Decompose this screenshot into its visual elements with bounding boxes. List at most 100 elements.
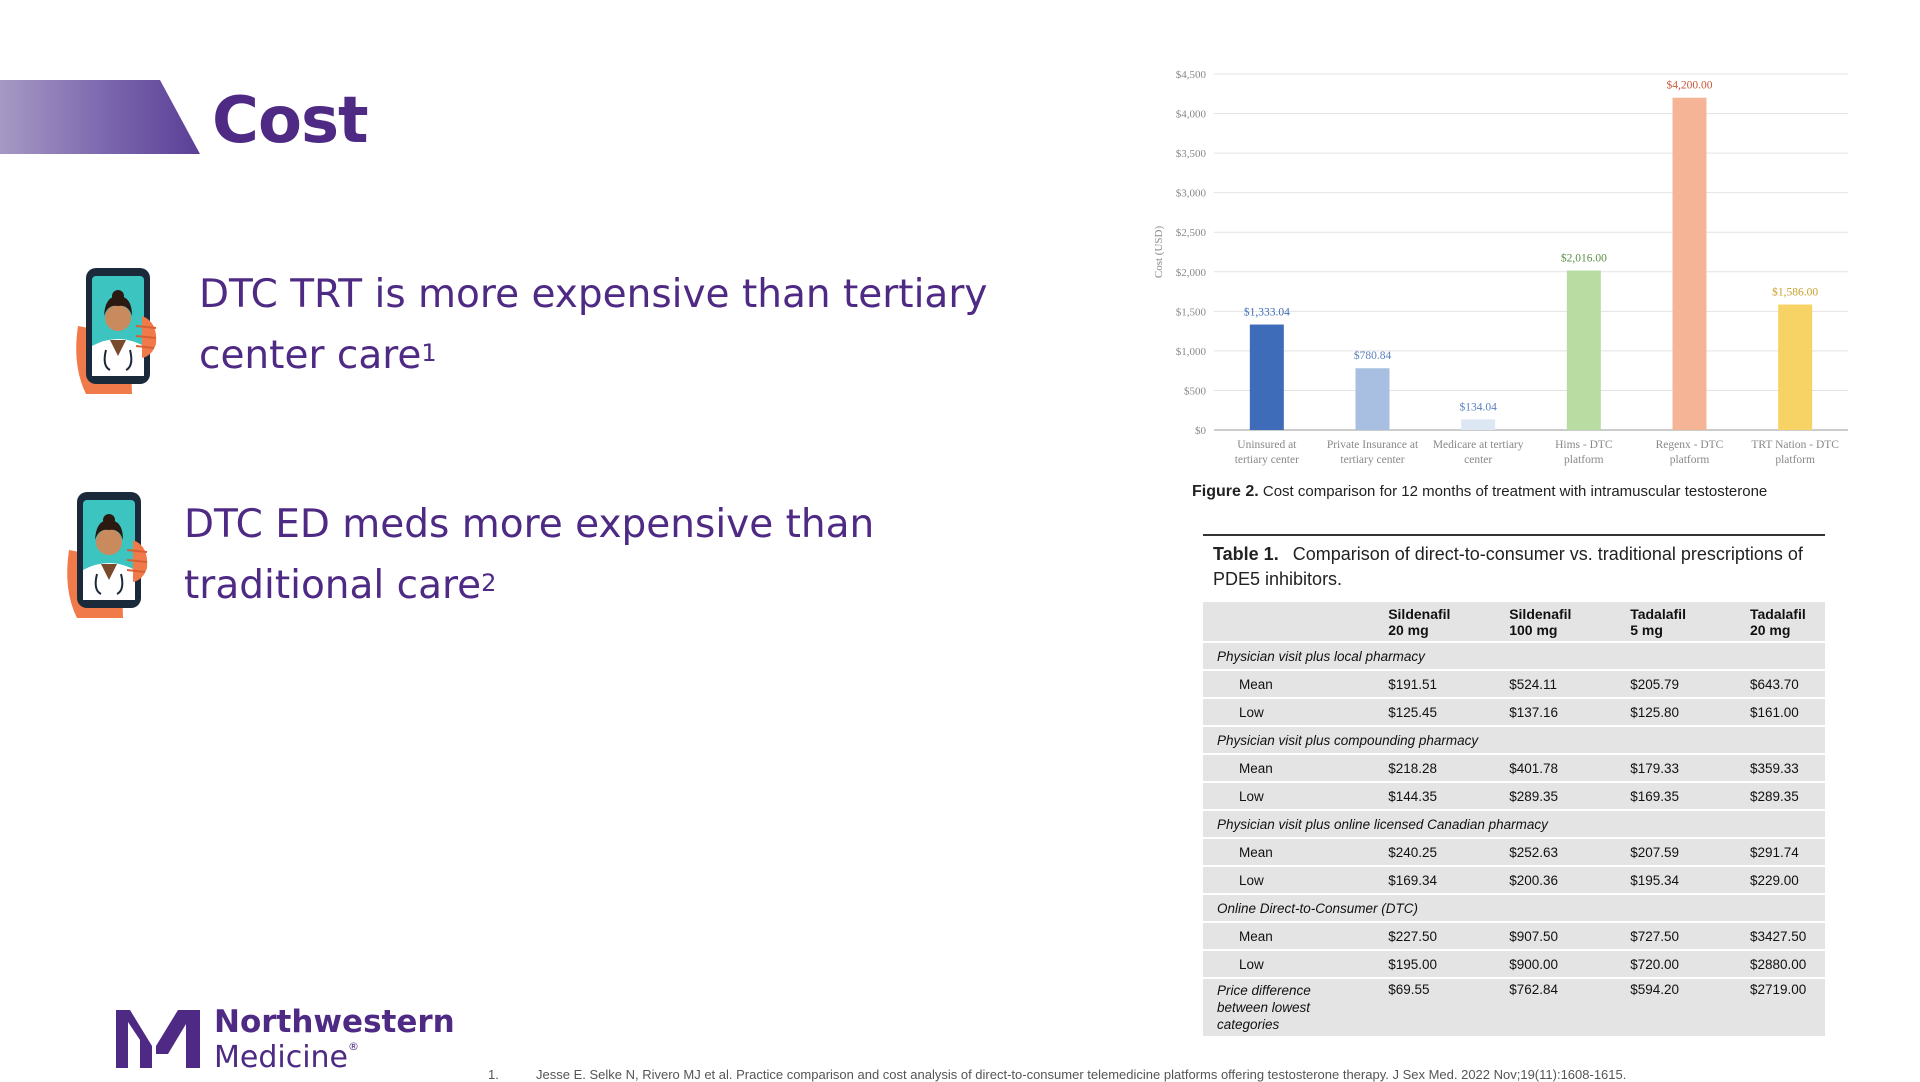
table-row-label: Mean [1203,754,1383,783]
table-cell: $191.51 [1382,670,1504,699]
table-row: Mean $227.50 $907.50 $727.50 $3427.50 [1203,922,1825,951]
bullet-trt-text: DTC TRT is more expensive than tertiary … [199,272,988,378]
y-tick-label: $3,500 [1176,148,1207,160]
table-cell: $594.20 [1624,978,1744,1038]
footnote: 1. Jesse E. Selke N, Rivero MJ et al. Pra… [488,1067,1626,1082]
bar [1566,270,1601,430]
x-tick-label: Hims - DTC [1555,439,1613,451]
table-cell: $169.34 [1382,866,1504,895]
table-diff-row: Price difference between lowest categories… [1203,978,1825,1038]
bar [1778,304,1813,430]
table-column-header: Sildenafil 20 mg [1382,602,1504,643]
y-tick-label: $4,000 [1176,109,1207,121]
bar-value-label: $134.04 [1459,400,1497,413]
table-top-rule [1203,534,1825,536]
x-tick-label: Uninsured at [1237,439,1297,451]
table-cell: $137.16 [1503,698,1625,727]
slide-title: Cost [212,84,369,158]
table-cell: $144.35 [1382,782,1504,811]
x-tick-label: TRT Nation - DTC [1751,439,1839,451]
table-section-label: Physician visit plus online licensed Can… [1203,810,1825,839]
pde5-cost-table: Sildenafil 20 mg Sildenafil 100 mg Tadalafil… [1203,602,1825,1038]
bullet-trt-cost: DTC TRT is more expensive than tertiary … [199,264,1039,386]
table-row-label: Low [1203,782,1383,811]
table-row-label: Low [1203,950,1383,979]
table-row: Mean $240.25 $252.63 $207.59 $291.74 [1203,838,1825,867]
x-tick-label: Regenx - DTC [1656,439,1724,451]
table-cell: $227.50 [1382,922,1504,951]
bullet-trt-footnote-ref: 1 [421,339,437,367]
footnote-text: Jesse E. Selke N, Rivero MJ et al. Pract… [536,1067,1627,1082]
table-row-label: Low [1203,866,1383,895]
table-row-label: Mean [1203,838,1383,867]
table-row-label: Mean [1203,670,1383,699]
table-cell: $125.45 [1382,698,1504,727]
bullet-ed-cost: DTC ED meds more expensive than traditio… [184,494,944,616]
table-column-header: Sildenafil 100 mg [1503,602,1625,643]
table-cell: $240.25 [1382,838,1504,867]
y-tick-label: $0 [1195,425,1207,437]
bar-value-label: $4,200.00 [1667,79,1713,92]
table-cell: $720.00 [1624,950,1744,979]
table-cell: $727.50 [1624,922,1744,951]
figure-caption-label: Figure 2. [1192,483,1259,500]
table-cell: $207.59 [1624,838,1744,867]
table-cell: $161.00 [1743,698,1825,727]
table-cell: $179.33 [1624,754,1744,783]
table-row: Low $144.35 $289.35 $169.35 $289.35 [1203,782,1825,811]
table-section-label: Online Direct-to-Consumer (DTC) [1203,894,1825,923]
table-cell: $252.63 [1503,838,1625,867]
title-accent-band [0,80,200,154]
table-title: Table 1. Comparison of direct-to-consumer… [1213,542,1813,592]
table-row: Mean $191.51 $524.11 $205.79 $643.70 [1203,670,1825,699]
table-cell: $524.11 [1503,670,1625,699]
table-cell: $762.84 [1503,978,1625,1038]
table-cell: $289.35 [1503,782,1625,811]
x-tick-label: Medicare at tertiary [1433,439,1524,451]
x-tick-label: platform [1775,454,1815,466]
table-section-label: Physician visit plus local pharmacy [1203,642,1825,671]
table-row: Mean $218.28 $401.78 $179.33 $359.33 [1203,754,1825,783]
logo-text-medicine: Medicine® [214,1040,359,1075]
table-row: Low $169.34 $200.36 $195.34 $229.00 [1203,866,1825,895]
logo-text-northwestern: Northwestern [214,1004,455,1040]
table-cell: $195.00 [1382,950,1504,979]
chart-svg: $0 $500 $1,000 $1,500 $2,000 $2,500 $3,000 $3,5… [1153,69,1848,466]
bar [1355,368,1390,430]
table-cell: $200.36 [1503,866,1625,895]
table-cell: $218.28 [1382,754,1504,783]
y-tick-label: $2,000 [1176,267,1207,279]
table-section-row: Physician visit plus compounding pharmac… [1203,726,1825,755]
x-tick-label: tertiary center [1340,454,1404,466]
table-section-label: Physician visit plus compounding pharmac… [1203,726,1825,755]
y-tick-label: $2,500 [1176,227,1207,239]
table-row: Low $195.00 $900.00 $720.00 $2880.00 [1203,950,1825,979]
bar [1672,97,1707,430]
table-row-label: Low [1203,698,1383,727]
y-tick-label: $4,500 [1176,69,1207,81]
bar-value-label: $1,586.00 [1772,286,1818,299]
table-column-header: Tadalafil 20 mg [1743,602,1825,643]
table-cell: $205.79 [1624,670,1744,699]
bar [1461,419,1496,430]
y-tick-label: $1,000 [1176,346,1207,358]
y-tick-label: $500 [1184,385,1207,397]
table-cell: $401.78 [1503,754,1625,783]
bullet-ed-text: DTC ED meds more expensive than traditio… [184,502,875,608]
bar [1249,324,1284,430]
x-tick-label: platform [1670,454,1710,466]
table-column-header: Tadalafil 5 mg [1624,602,1744,643]
table-cell: $195.34 [1624,866,1744,895]
table-cell: $3427.50 [1743,922,1825,951]
table-label: Table 1. [1213,544,1279,564]
table-cell: $359.33 [1743,754,1825,783]
table-cell: $2719.00 [1743,978,1825,1038]
table-header-empty [1203,602,1383,643]
telehealth-doctor-phone-icon [76,268,157,394]
y-axis-label: Cost (USD) [1153,226,1165,279]
registered-mark: ® [348,1040,360,1053]
table-cell: $2880.00 [1743,950,1825,979]
table-section-row: Online Direct-to-Consumer (DTC) [1203,894,1825,923]
table-cell: $169.35 [1624,782,1744,811]
table-cell: $69.55 [1382,978,1504,1038]
